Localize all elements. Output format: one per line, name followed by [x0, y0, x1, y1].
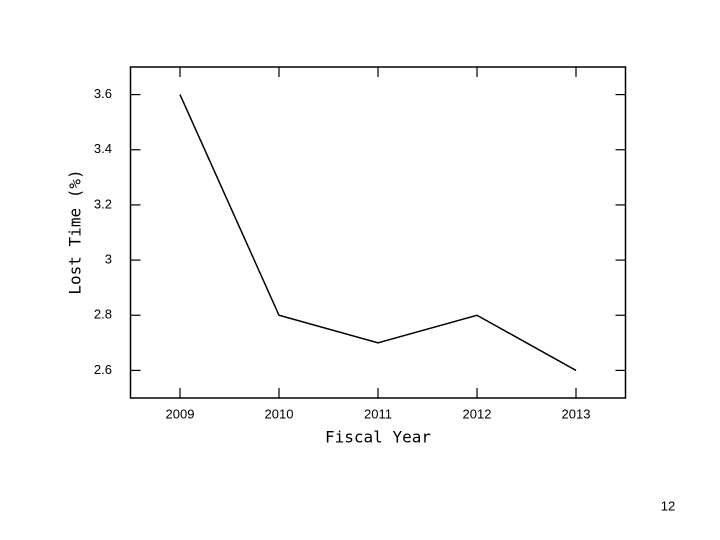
- y-axis-title: Lost Time (%): [66, 169, 85, 294]
- y-tick-label: 3.6: [94, 86, 112, 101]
- x-tick-label: 2013: [562, 406, 591, 421]
- x-axis-title: Fiscal Year: [325, 428, 431, 447]
- y-tick-label: 3.4: [94, 141, 112, 156]
- plot-frame: [129, 66, 627, 399]
- y-tick-label: 3.2: [94, 196, 112, 211]
- x-tick-label: 2010: [265, 406, 294, 421]
- data-line: [179, 94, 577, 372]
- x-tick-label: 2012: [463, 406, 492, 421]
- y-tick-label: 3: [105, 252, 112, 267]
- x-tick-label: 2009: [166, 406, 195, 421]
- slide-number: 12: [661, 498, 675, 513]
- y-tick-label: 2.8: [94, 307, 112, 322]
- x-tick-label: 2011: [364, 406, 392, 421]
- y-tick-label: 2.6: [94, 362, 112, 377]
